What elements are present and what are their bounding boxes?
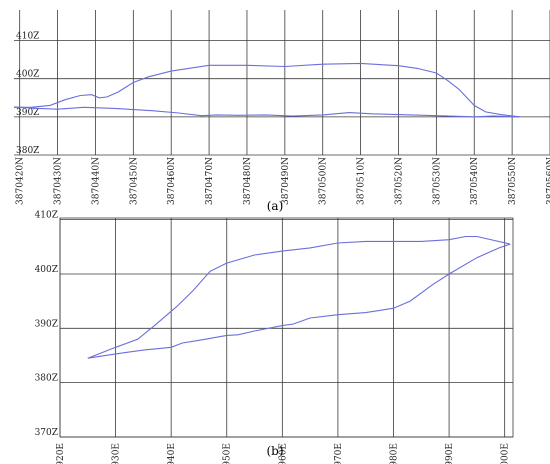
x-tick-label: 531930E — [112, 443, 122, 464]
y-tick-label: 390Z — [35, 319, 58, 329]
y-tick-label: 410Z — [16, 32, 39, 42]
x-tick-label: 531950E — [223, 443, 233, 464]
x-tick-label: 3870540N — [470, 157, 480, 205]
x-tick-label: 3870480N — [243, 157, 253, 205]
profile-line-2 — [87, 243, 511, 359]
x-tick-label: 3870510N — [357, 157, 367, 205]
x-tick-label: 3870450N — [129, 157, 139, 205]
x-tick-label: 531940E — [167, 443, 177, 464]
profile-line-2 — [13, 106, 520, 118]
panel-a-label: (a) — [267, 199, 284, 213]
x-tick-label: 3870440N — [91, 157, 101, 205]
panel-b-chart: 531920E 531930E 531940E 531950E 531960E 53197… — [35, 211, 514, 464]
plot-frame — [59, 217, 514, 438]
x-tick-label: 531970E — [334, 443, 344, 464]
x-tick-label: 531990E — [445, 443, 455, 464]
panel-b-label: (b) — [266, 444, 283, 458]
x-tick-label: 3870460N — [167, 157, 177, 205]
x-tick-label: 532000E — [501, 443, 511, 464]
x-tick-label: 3870430N — [54, 157, 64, 205]
y-tick-label: 410Z — [35, 211, 58, 221]
x-tick-label: 3870520N — [394, 157, 404, 205]
y-tick-label: 370Z — [35, 428, 58, 438]
y-tick-label: 400Z — [35, 265, 58, 275]
x-tick-label: 3870490N — [281, 157, 291, 205]
x-tick-label: 531960E — [278, 443, 288, 464]
profile-line-1 — [14, 62, 520, 118]
y-tick-label: 380Z — [35, 374, 58, 384]
profile-line-1 — [87, 235, 511, 359]
y-tick-label: 400Z — [16, 70, 39, 80]
x-tick-label: 3870420N — [16, 157, 26, 205]
x-tick-label: 531920E — [56, 443, 66, 464]
y-tick-label: 380Z — [16, 146, 39, 156]
x-tick-label: 3870550N — [508, 157, 518, 205]
y-tick-label: 390Z — [16, 108, 39, 118]
x-tick-label: 531980E — [389, 443, 399, 464]
x-tick-label: 3870560N — [546, 157, 550, 205]
x-tick-label: 3870500N — [319, 157, 329, 205]
x-tick-label: 3870530N — [432, 157, 442, 205]
x-tick-label: 3870470N — [205, 157, 215, 205]
panel-a-chart: 3870420N 3870430N 3870440N 3870450N 3870460N… — [13, 10, 550, 205]
